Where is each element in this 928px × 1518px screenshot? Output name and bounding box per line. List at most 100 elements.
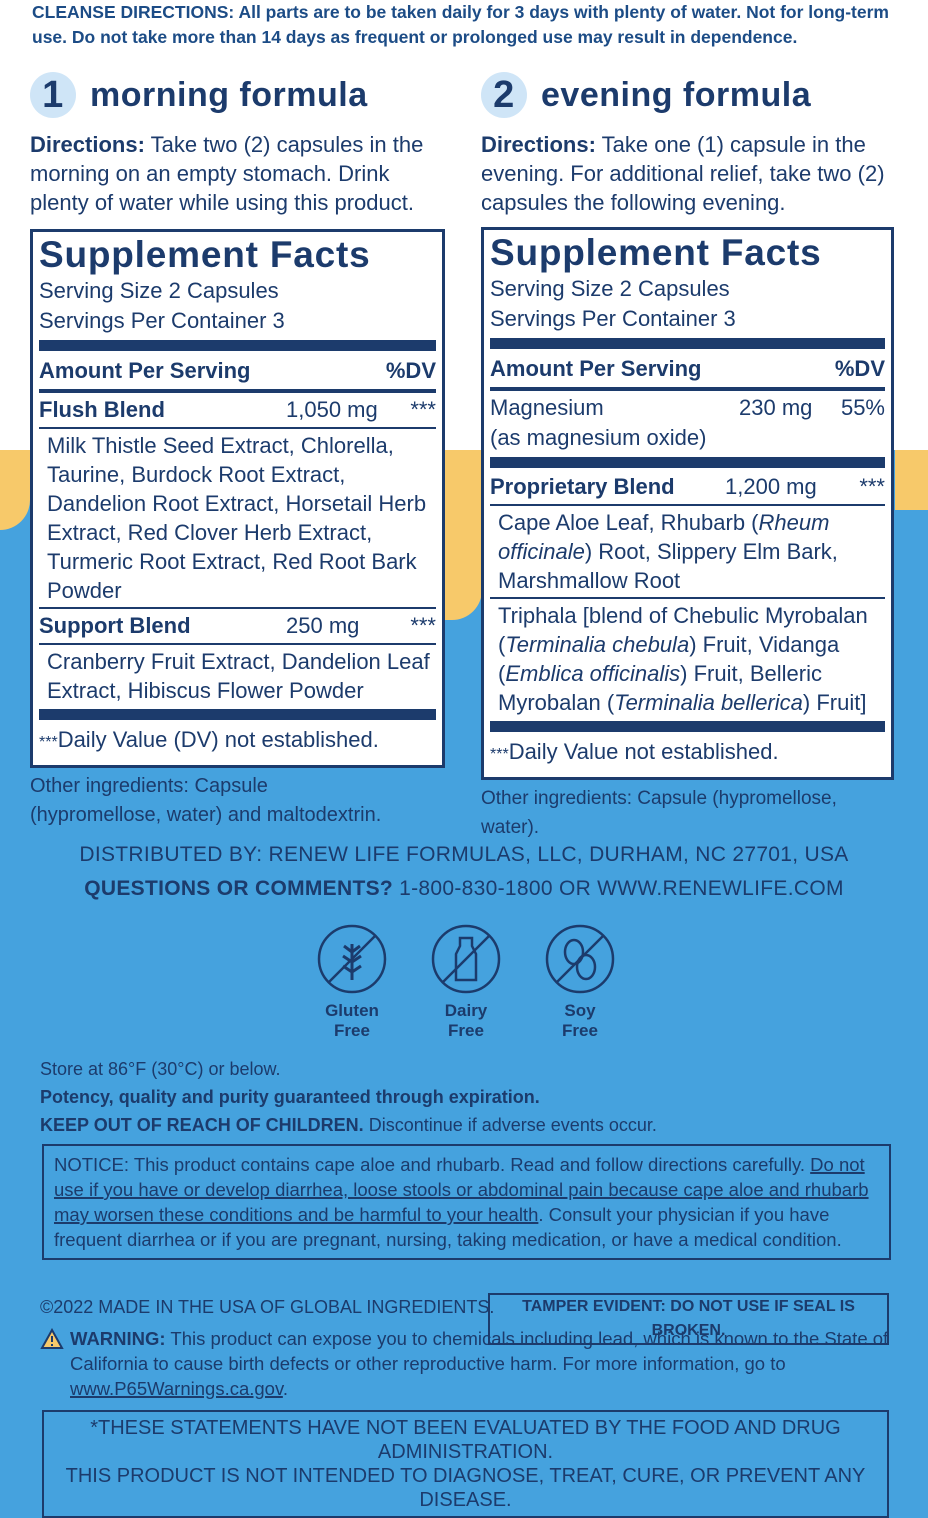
text: NOTICE: This product contains cape aloe … [54,1154,806,1175]
label: Free [562,1021,598,1040]
dv: 55% [840,395,885,420]
text: All parts are to be taken daily for 3 da… [32,2,889,47]
rule [490,338,885,349]
rule [39,340,436,351]
amount-header: Amount Per Serving [490,356,702,381]
distributor: DISTRIBUTED BY: RENEW LIFE FORMULAS, LLC… [79,843,849,866]
line: Potency, quality and purity guaranteed t… [40,1087,540,1107]
latin: Emblica officinalis [505,661,681,686]
decor [0,450,30,530]
warning: WARNING: This product can expose you to … [40,1326,900,1401]
copyright: ©2022 MADE IN THE USA OF GLOBAL INGREDIE… [40,1297,495,1317]
rule [39,709,436,720]
label: Gluten [325,1001,379,1020]
warning-icon [40,1328,64,1349]
rule [490,387,885,391]
text: Cape Aloe Leaf, Rhubarb ( [498,510,759,535]
row: Magnesium 230 mg 55% [490,393,885,423]
decor [895,450,928,510]
rule [490,504,885,506]
rule [39,427,436,429]
text: Triphala [blend of Chebulic Myrobalan ( [498,603,868,657]
text: Daily Value (DV) not established. [57,727,379,752]
dv: *** [410,613,436,638]
label: WARNING: [70,1328,166,1349]
row: Support Blend 250 mg *** [39,611,436,641]
text: ) Fruit, Vidanga ( [498,632,840,686]
column: 2 evening formula Directions: Take one (1… [481,72,894,842]
title: evening formula [541,75,812,114]
rule [39,607,436,609]
latin: Rheum officinale [498,510,830,564]
rule [490,457,885,468]
ingredients: Cranberry Fruit Extract, Dandelion Leaf … [39,647,436,705]
link[interactable]: www.P65Warnings.ca.gov [70,1378,283,1399]
other-ingredients: Other ingredients: Capsule (hypromellose… [30,775,382,826]
facts-title: Supplement Facts [490,232,822,273]
number: 1 [30,72,76,118]
fda-disclaimer: *THESE STATEMENTS HAVE NOT BEEN EVALUATE… [42,1410,889,1518]
row: Flush Blend 1,050 mg *** [39,395,436,425]
heading: 1 morning formula [30,72,445,118]
directions: Directions: Take one (1) capsule in the … [481,130,894,217]
notice: NOTICE: This product contains cape aloe … [42,1144,891,1260]
facts-title: Supplement Facts [39,234,371,275]
servings: Servings Per Container 3 [490,306,736,331]
text: Cranberry Fruit Extract, Dandelion Leaf … [47,649,430,703]
label: CLEANSE DIRECTIONS: [32,2,235,22]
amount: 1,050 mg [286,397,378,422]
rule [39,389,436,393]
amount: 250 mg [286,613,360,638]
label: Dairy [444,1001,488,1020]
dv: *** [859,474,885,499]
text: . Consult your physician if you have fre… [54,1204,842,1250]
rule [39,643,436,645]
other-ingredients: Other ingredients: Capsule (hypromellose… [481,788,837,838]
text: . [282,1378,288,1399]
line: THIS PRODUCT IS NOT INTENDED TO DIAGNOSE… [65,1465,866,1511]
amount-header: Amount Per Serving [39,358,251,383]
serving-size: Serving Size 2 Capsules [39,278,279,303]
dairy-icon [431,924,501,994]
text: Daily Value not established. [508,739,779,764]
name: Flush Blend [39,397,165,422]
text: 1-800-830-1800 OR WWW.RENEWLIFE.COM [399,877,844,900]
badge: Gluten Free [297,922,407,1041]
label: Directions: [30,132,145,157]
mark: *** [39,734,58,751]
header: Amount Per Serving %DV [490,353,885,385]
label: QUESTIONS OR COMMENTS? [84,877,394,900]
footnote: ***Daily Value not established. [490,736,885,771]
storage: Store at 86°F (30°C) or below. Potency, … [40,1055,900,1139]
column: 1 morning formula Directions: Take two (2… [30,72,445,830]
cleanse-directions: CLEANSE DIRECTIONS: All parts are to be … [32,0,902,50]
emphasis: KEEP OUT OF REACH OF CHILDREN. [40,1115,364,1135]
label: Soy [564,1001,596,1020]
decor [444,450,482,620]
soy-icon [545,924,615,994]
line: Store at 86°F (30°C) or below. [40,1059,281,1079]
latin: Terminalia bellerica [614,690,803,715]
header: Amount Per Serving %DV [39,355,436,387]
dv: *** [410,397,436,422]
gluten-icon [317,924,387,994]
text: ) Root, Slippery Elm Bark, Marshmallow R… [498,539,838,593]
text: Milk Thistle Seed Extract, Chlorella, Ta… [47,433,427,603]
text: Take two (2) capsules in the morning on … [30,132,424,215]
footnote: ***Daily Value (DV) not established. [39,724,436,759]
amount: 230 mg [739,395,813,420]
distributed: DISTRIBUTED BY: RENEW LIFE FORMULAS, LLC… [0,838,928,906]
ingredients: Triphala [blend of Chebulic Myrobalan ( T… [490,601,885,717]
label: Free [448,1021,484,1040]
number: 2 [481,72,527,118]
dv-header: %DV [385,358,436,383]
badge: Soy Free [525,922,635,1041]
mark: *** [490,746,509,763]
supplement-facts: Supplement Facts Serving Size 2 Capsules… [481,227,894,780]
directions: Directions: Take two (2) capsules in the… [30,130,445,217]
line: *THESE STATEMENTS HAVE NOT BEEN EVALUATE… [90,1417,841,1463]
label: Free [334,1021,370,1040]
underlined: Do not use if you have or develop diarrh… [54,1154,869,1225]
line: KEEP OUT OF REACH OF CHILDREN. Discontin… [40,1111,900,1139]
